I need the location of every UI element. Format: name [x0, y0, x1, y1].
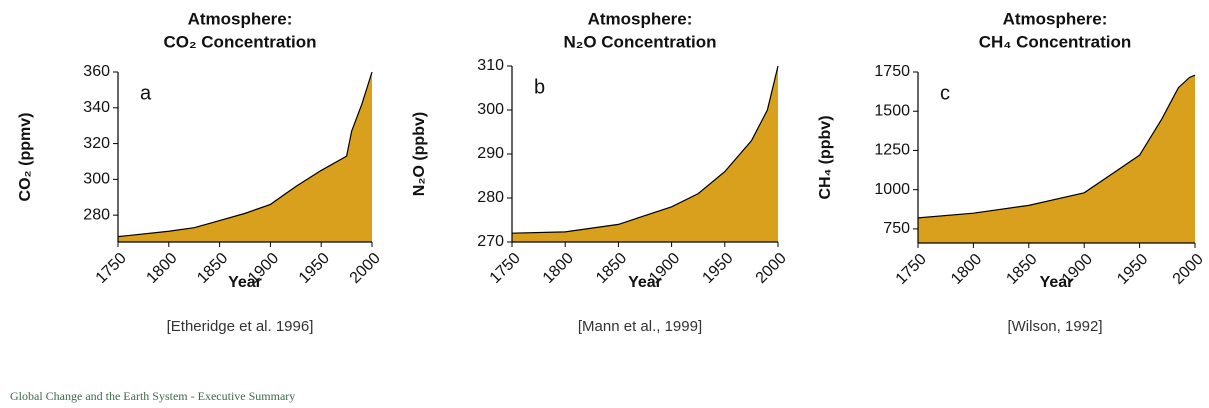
panel-letter: c [940, 82, 950, 104]
y-tick-label: 280 [83, 206, 110, 223]
y-tick-label: 300 [83, 171, 110, 188]
y-tick-label: 1500 [874, 102, 910, 119]
x-tick-label: 2000 [1170, 251, 1207, 288]
y-axis-label: N₂O (ppbv) [411, 112, 428, 196]
x-tick-label: 1750 [893, 251, 930, 288]
x-axis-label: Year [1040, 274, 1074, 291]
y-tick-label: 750 [883, 220, 910, 237]
chart-subtitle: CO₂ Concentration [164, 32, 317, 51]
y-tick-label: 280 [477, 189, 504, 206]
chart-subtitle: N₂O Concentration [564, 32, 717, 51]
x-tick-label: 1800 [540, 250, 577, 287]
y-tick-label: 1750 [874, 63, 910, 80]
chart-subtitle: CH₄ Concentration [979, 32, 1132, 51]
chart-title: Atmosphere: [1003, 9, 1108, 28]
area-outline [917, 74, 1196, 219]
footer: Global Change and the Earth System - Exe… [10, 389, 295, 403]
y-tick-label: 310 [477, 57, 504, 74]
y-axis-label: CO₂ (ppmv) [17, 113, 34, 202]
source: [Etheridge et al. 1996] [167, 318, 314, 335]
panel-letter: b [534, 76, 545, 98]
area-fill [512, 66, 778, 242]
x-tick-label: 1850 [593, 250, 630, 287]
y-tick-label: 360 [83, 63, 110, 80]
area-outline [511, 65, 779, 234]
panel-letter: a [140, 82, 152, 104]
y-tick-label: 1000 [874, 181, 910, 198]
y-tick-label: 300 [477, 101, 504, 118]
x-tick-label: 2000 [753, 250, 790, 287]
x-tick-label: 1950 [1114, 251, 1151, 288]
source: [Wilson, 1992] [1007, 318, 1102, 335]
x-tick-label: 1950 [699, 250, 736, 287]
x-tick-label: 1750 [93, 250, 130, 287]
x-tick-label: 1850 [194, 250, 231, 287]
x-tick-label: 1850 [1003, 251, 1040, 288]
area-outline [117, 71, 373, 238]
y-axis-label: CH₄ (ppbv) [817, 115, 834, 199]
y-tick-label: 290 [477, 145, 504, 162]
chart-title: Atmosphere: [588, 9, 693, 28]
x-axis-label: Year [228, 274, 262, 291]
x-axis-label: Year [628, 274, 662, 291]
y-tick-label: 320 [83, 135, 110, 152]
y-tick-label: 340 [83, 99, 110, 116]
source: [Mann et al., 1999] [578, 318, 702, 335]
y-tick-label: 1250 [874, 142, 910, 159]
x-tick-label: 1800 [948, 251, 985, 288]
x-tick-label: 1950 [296, 250, 333, 287]
x-tick-label: 1800 [143, 250, 180, 287]
chart-title: Atmosphere: [188, 9, 293, 28]
x-tick-label: 2000 [347, 250, 384, 287]
area-fill [118, 72, 372, 242]
x-tick-label: 1750 [487, 250, 524, 287]
y-tick-label: 270 [477, 233, 504, 250]
area-fill [918, 75, 1195, 244]
